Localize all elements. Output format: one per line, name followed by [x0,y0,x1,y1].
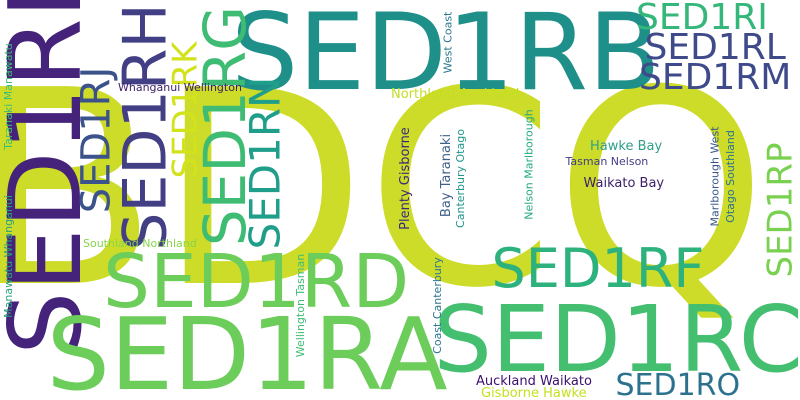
word-nelson-marlborough: Nelson Marlborough [522,108,536,220]
word-gisborne-hawke: Gisborne Hawke [481,385,587,400]
word-auckland-waikato: Auckland Waikato [476,373,592,389]
word-sed1rl: SED1RL [644,27,786,68]
word-sed1rn: SED1RN [239,76,289,250]
word-taranaki-manawatu: Taranaki Manawatu [1,42,15,150]
word-sed1rf: SED1RF [491,237,705,300]
word-sed1rb: SED1RB [231,0,661,114]
word-tasman-nelson: Tasman Nelson [565,154,649,168]
word-wellington-tasman: Wellington Tasman [293,253,307,357]
word-sed1ra: SED1RA [46,296,448,400]
word-marlborough-west: Marlborough West [708,126,722,226]
word-sed1rc: SED1RC [433,286,800,393]
word-plenty-gisborne: Plenty Gisborne [397,126,413,230]
word-whanganui-wellington: Whanganui Wellington [118,80,242,94]
word-sed1rj: SED1RJ [72,66,119,214]
word-otago-southland: Otago Southland [723,129,737,223]
word-sed1rp: SED1RP [760,142,800,278]
word-waikato-bay: Waikato Bay [583,175,665,191]
word-canterbury-otago: Canterbury Otago [453,128,467,228]
word-coast-canterbury: Coast Canterbury [430,256,444,354]
word-west-coast: West Coast [441,11,455,73]
word-sed1rm: SED1RM [639,57,792,98]
word-bdcq: BDCQ [0,32,768,347]
word-sed1rk: SED1RK [164,41,205,179]
word-southland-northland: Southland Northland [83,236,197,250]
word-manawatu-whanganui: Manawatu Whanganui [1,194,15,318]
word-hawke-bay: Hawke Bay [590,138,663,154]
word-northland-auckland: Northland Auckland [391,86,520,102]
word-bay-taranaki: Bay Taranaki [438,133,454,217]
word-sed1rd: SED1RD [103,239,410,325]
word-sed1ri: SED1RI [636,0,768,38]
word-sed1ro: SED1RO [615,368,741,400]
